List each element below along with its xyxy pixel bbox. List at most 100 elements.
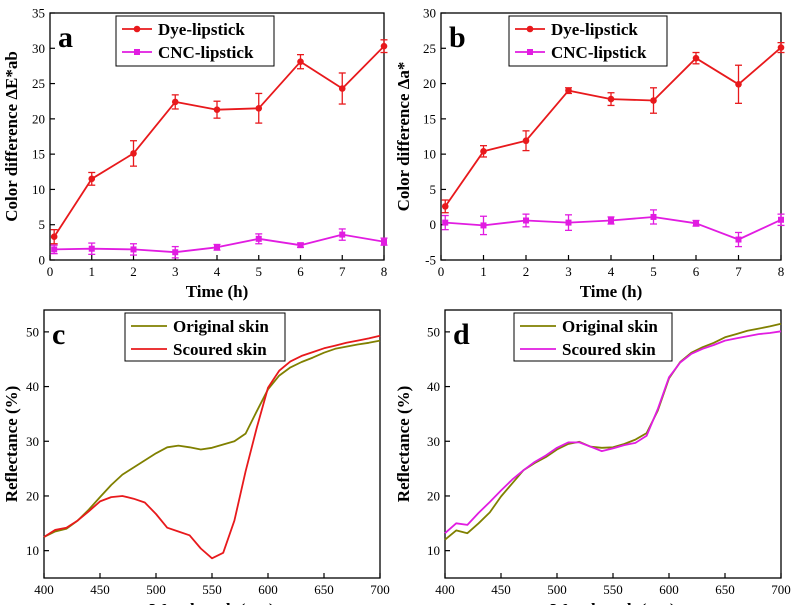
y-tick-label: 30 bbox=[423, 6, 436, 21]
data-point bbox=[339, 231, 346, 238]
x-tick-label: 400 bbox=[435, 582, 455, 597]
x-tick-label: 8 bbox=[381, 264, 388, 279]
x-tick-label: 5 bbox=[256, 264, 263, 279]
series-cnc-lipstick bbox=[50, 228, 388, 259]
x-tick-label: 0 bbox=[438, 264, 445, 279]
data-point bbox=[50, 233, 58, 241]
data-point bbox=[692, 54, 700, 62]
series-dye-lipstick bbox=[50, 39, 388, 245]
data-point bbox=[51, 246, 58, 253]
legend-box bbox=[508, 15, 668, 67]
y-tick-label: 10 bbox=[427, 543, 440, 558]
data-point bbox=[441, 203, 449, 210]
y-tick-label: 10 bbox=[32, 182, 45, 197]
data-point bbox=[735, 236, 742, 243]
x-axis-title: Time (h) bbox=[580, 282, 643, 301]
data-point bbox=[171, 98, 179, 106]
series-line bbox=[53, 45, 385, 238]
legend-label: Original skin bbox=[173, 317, 269, 336]
y-tick-label: 20 bbox=[427, 488, 440, 503]
y-axis-title: Reflectance (%) bbox=[394, 386, 413, 503]
x-tick-label: 400 bbox=[34, 582, 54, 597]
x-tick-label: 5 bbox=[650, 264, 657, 279]
y-tick-label: 50 bbox=[26, 324, 39, 339]
data-point bbox=[480, 148, 487, 155]
panel-label: d bbox=[453, 318, 470, 351]
data-point bbox=[480, 222, 487, 229]
y-tick-label: 0 bbox=[430, 217, 437, 232]
data-point bbox=[381, 238, 387, 245]
y-tick-label: 10 bbox=[26, 543, 39, 558]
series-line bbox=[444, 46, 782, 207]
x-axis-title: Wavelength (nm) bbox=[550, 600, 675, 605]
legend-label: CNC-lipstick bbox=[158, 43, 254, 62]
legend-marker bbox=[526, 25, 534, 33]
data-point bbox=[523, 217, 529, 224]
data-point bbox=[130, 246, 137, 253]
x-tick-label: 3 bbox=[565, 264, 572, 279]
legend-label: Scoured skin bbox=[173, 340, 267, 359]
data-point bbox=[608, 217, 614, 224]
legend: Original skin Scoured skin bbox=[124, 312, 286, 362]
data-point bbox=[380, 42, 388, 50]
y-axis-title: Color difference Δa* bbox=[394, 62, 413, 212]
x-axis-title: Time (h) bbox=[186, 282, 249, 301]
panel-label: c bbox=[52, 318, 65, 351]
chart-panel-a: 0 1 2 3 4 5 6 7 8 0 5 10 15 20 25 30 35 Time (h) Color dif… bbox=[2, 6, 388, 301]
panel-label: b bbox=[449, 21, 466, 54]
data-point bbox=[565, 219, 572, 226]
x-tick-label: 4 bbox=[608, 264, 615, 279]
y-tick-label: 5 bbox=[430, 182, 437, 197]
x-tick-label: 6 bbox=[297, 264, 304, 279]
y-tick-label: 30 bbox=[427, 434, 440, 449]
series-line bbox=[43, 334, 381, 560]
y-tick-label: 30 bbox=[32, 41, 45, 56]
legend-marker bbox=[133, 25, 141, 33]
data-point bbox=[735, 80, 742, 88]
x-tick-label: 700 bbox=[771, 582, 791, 597]
chart-panel-d: 400 450 500 550 600 650 700 10 20 30 40 50 Wavelengt… bbox=[394, 309, 791, 605]
legend-label: CNC-lipstick bbox=[551, 43, 647, 62]
legend-label: Dye-lipstick bbox=[551, 20, 638, 39]
data-point bbox=[565, 87, 572, 94]
legend: Dye-lipstick CNC-lipstick bbox=[115, 15, 275, 67]
legend: Dye-lipstick CNC-lipstick bbox=[508, 15, 668, 67]
panel-label: a bbox=[58, 21, 73, 54]
x-tick-label: 1 bbox=[89, 264, 96, 279]
x-tick-label: 450 bbox=[491, 582, 511, 597]
series-original-skin bbox=[444, 322, 782, 541]
data-point bbox=[172, 249, 179, 256]
y-tick-label: -5 bbox=[425, 253, 436, 268]
data-point bbox=[297, 58, 304, 65]
y-tick-label: 25 bbox=[423, 41, 436, 56]
y-tick-label: 0 bbox=[39, 253, 46, 268]
x-tick-label: 2 bbox=[130, 264, 137, 279]
legend-box bbox=[124, 312, 286, 362]
y-tick-label: 5 bbox=[39, 217, 46, 232]
x-tick-label: 7 bbox=[735, 264, 742, 279]
y-tick-label: 15 bbox=[32, 147, 45, 162]
data-point bbox=[213, 106, 221, 113]
x-tick-label: 3 bbox=[172, 264, 179, 279]
data-point bbox=[693, 220, 699, 227]
x-tick-label: 500 bbox=[146, 582, 166, 597]
x-tick-label: 500 bbox=[547, 582, 567, 597]
y-tick-label: 40 bbox=[427, 379, 440, 394]
y-axis-title: Reflectance (%) bbox=[2, 386, 21, 503]
data-point bbox=[650, 213, 657, 220]
data-point bbox=[214, 244, 220, 251]
x-tick-label: 550 bbox=[603, 582, 623, 597]
y-tick-label: 35 bbox=[32, 6, 45, 21]
data-point bbox=[650, 97, 657, 104]
data-point bbox=[777, 44, 785, 51]
series-scoured-skin bbox=[43, 334, 381, 560]
legend-box bbox=[513, 312, 673, 362]
y-tick-label: 40 bbox=[26, 379, 39, 394]
series-line bbox=[43, 339, 381, 538]
series-scoured-skin bbox=[444, 330, 782, 534]
series-line bbox=[444, 322, 782, 541]
x-tick-label: 650 bbox=[314, 582, 334, 597]
x-tick-label: 2 bbox=[523, 264, 530, 279]
data-point bbox=[255, 235, 262, 242]
